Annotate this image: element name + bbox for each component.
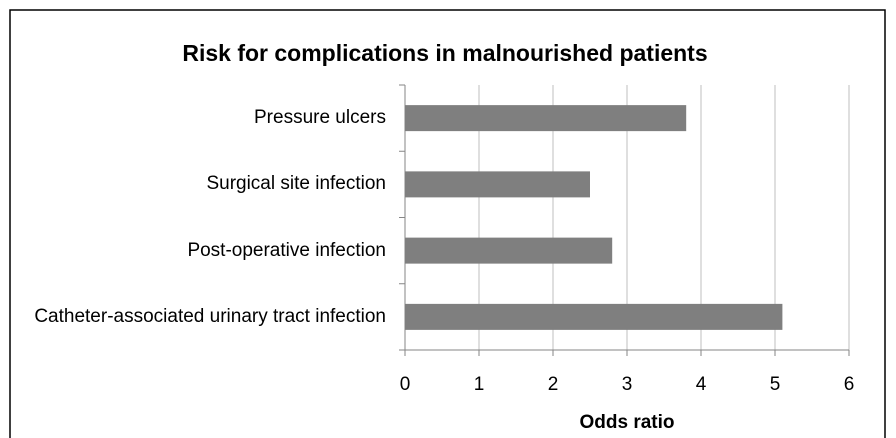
x-tick-label: 5 <box>770 374 781 395</box>
x-axis-label: Odds ratio <box>579 412 674 433</box>
y-tick-label: Catheter-associated urinary tract infect… <box>34 305 386 327</box>
x-tick-label: 2 <box>548 374 559 395</box>
x-tick-label: 1 <box>474 374 485 395</box>
y-tick-label: Surgical site infection <box>206 173 386 195</box>
x-tick-label: 6 <box>844 374 855 395</box>
x-tick-label: 4 <box>696 374 707 395</box>
x-tick-label: 3 <box>622 374 633 395</box>
bar <box>405 237 613 264</box>
chart-border <box>9 9 886 438</box>
bar <box>405 303 783 330</box>
chart-title: Risk for complications in malnourished p… <box>182 40 707 66</box>
bar <box>405 171 590 198</box>
bar <box>405 105 687 132</box>
y-tick-label: Pressure ulcers <box>254 107 386 129</box>
y-tick-label: Post-operative infection <box>187 239 386 261</box>
x-tick-label: 0 <box>400 374 411 395</box>
